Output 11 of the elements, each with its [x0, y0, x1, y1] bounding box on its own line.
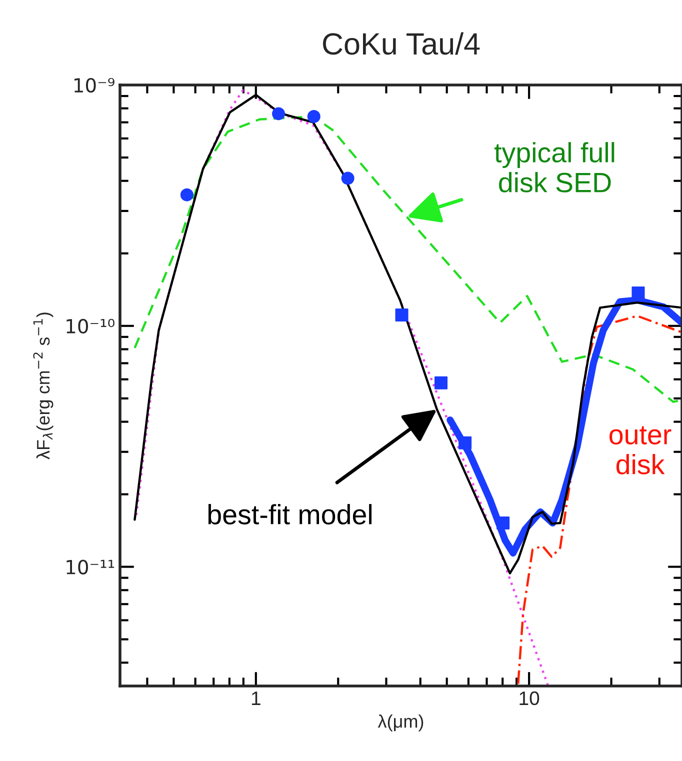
x-tick-label: 10	[520, 691, 540, 706]
annotation: outer disk	[610, 426, 672, 474]
x-axis-title: λ(μm)	[378, 714, 424, 732]
y-tick-label: 10⁻¹⁰	[66, 318, 114, 334]
x-tick-label: 1	[252, 692, 260, 705]
y-tick-label: 10⁻⁹	[74, 78, 114, 93]
y-axis-title: λF$_{λ}$(erg cm$^{−2}$ s$^{−1}$)	[33, 312, 54, 460]
annotation: typical full disk SED	[494, 142, 614, 192]
annotation: best-fit model	[208, 504, 372, 524]
chart-title: CoKu Tau/4	[322, 32, 480, 55]
y-tick-label: 10⁻¹¹	[66, 560, 114, 574]
